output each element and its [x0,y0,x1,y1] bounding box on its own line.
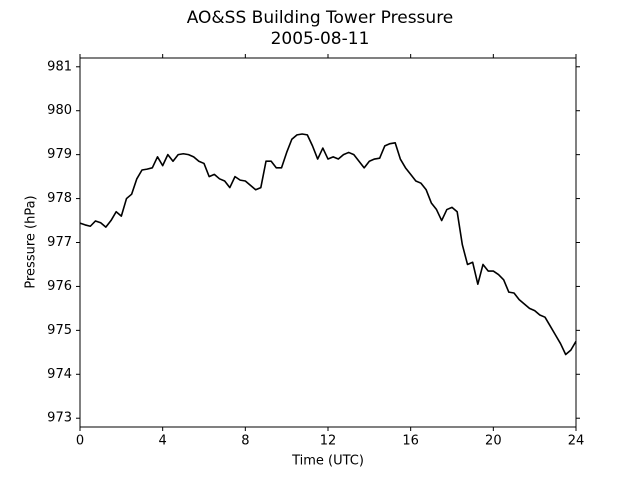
plot-frame [79,57,577,428]
y-tick-label: 978 [47,191,72,206]
chart-subtitle: 2005-08-11 [271,29,370,49]
x-tick-label: 12 [320,434,337,449]
y-tick-label: 974 [47,367,72,382]
y-tick-label: 980 [47,103,72,118]
chart-title: AO&SS Building Tower Pressure [187,8,454,28]
x-tick-label: 4 [159,434,167,449]
y-tick-label: 976 [47,279,72,294]
y-tick-label: 981 [47,59,72,74]
pressure-line [79,133,577,356]
x-tick-label: 8 [241,434,249,449]
y-axis-label: Pressure (hPa) [24,195,39,288]
y-tick-label: 979 [47,147,72,162]
x-tick-label: 20 [485,434,502,449]
x-tick-label: 24 [568,434,585,449]
y-tick-label: 975 [47,323,72,338]
x-tick-label: 0 [76,434,84,449]
x-tick-label: 16 [402,434,419,449]
y-tick-label: 977 [47,235,72,250]
x-axis-label: Time (UTC) [291,454,364,469]
y-tick-label: 973 [47,411,72,426]
